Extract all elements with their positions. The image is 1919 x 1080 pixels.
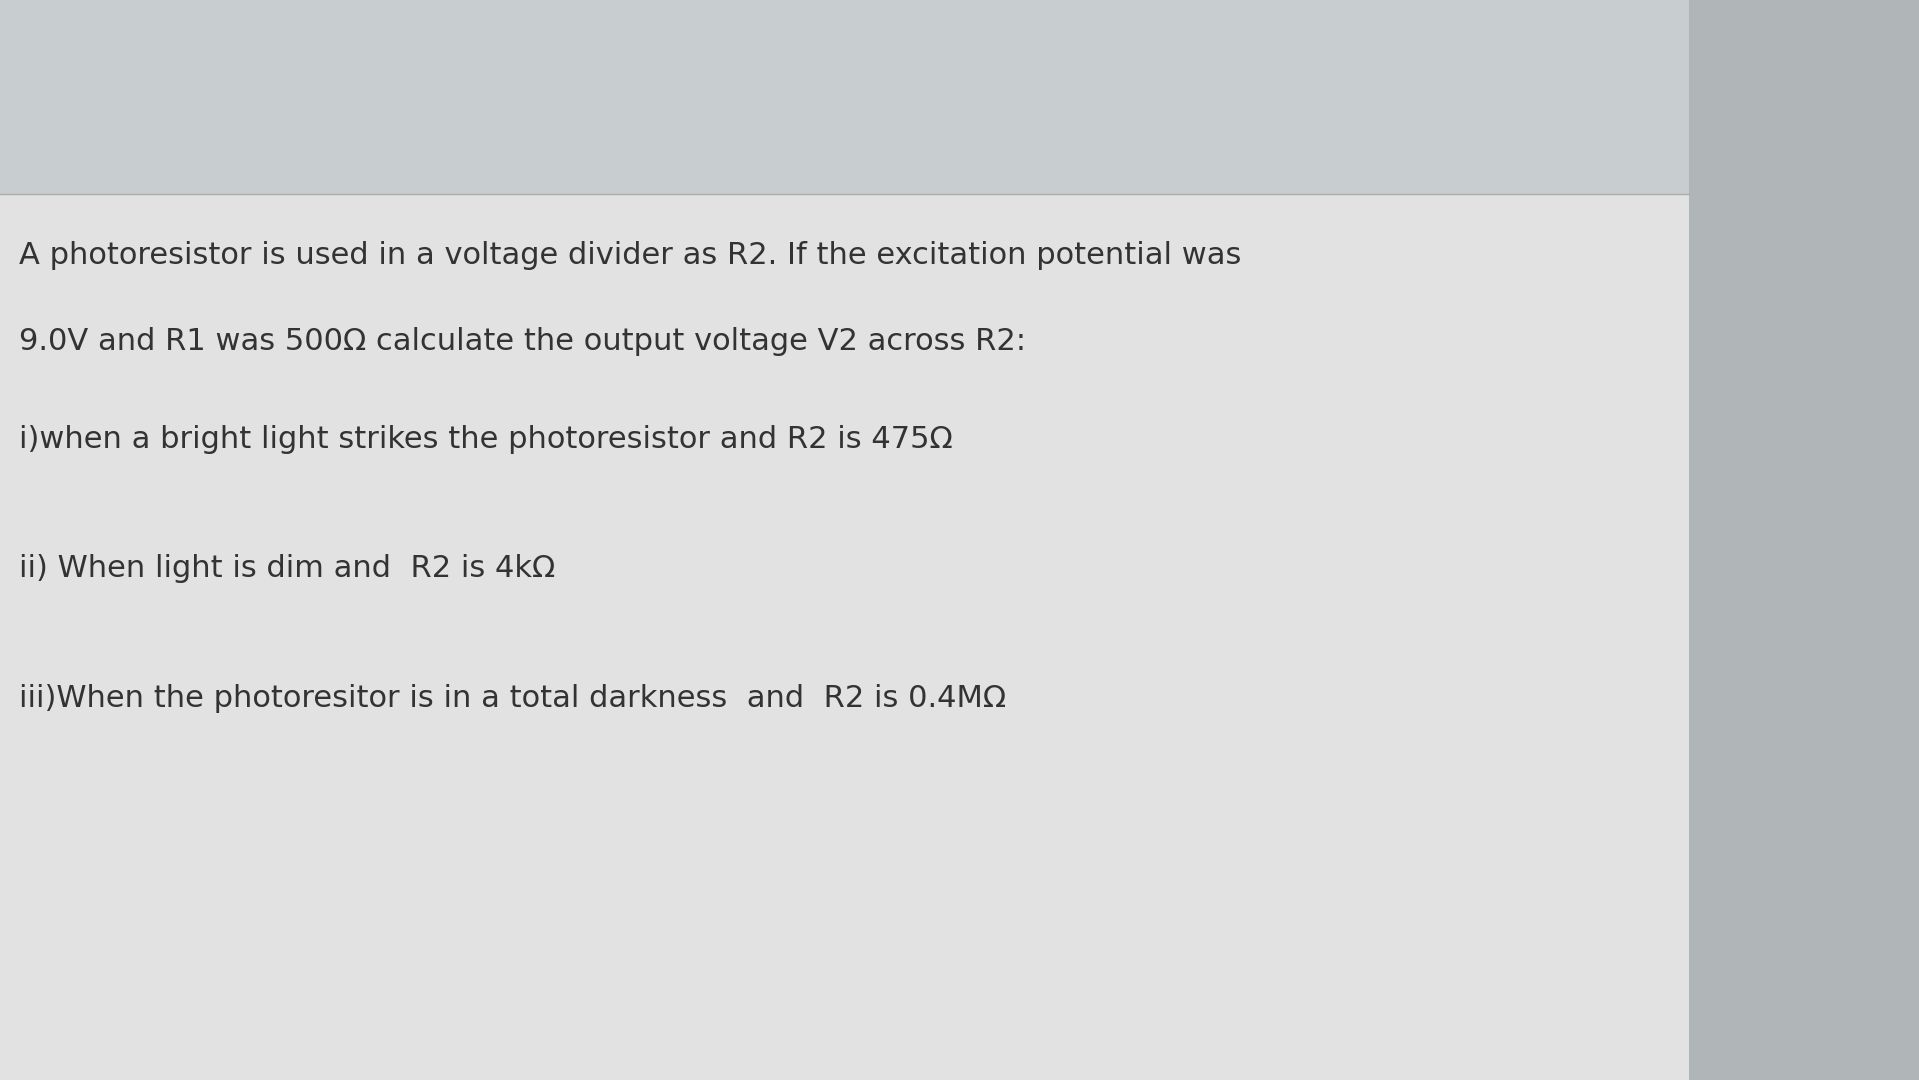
Bar: [1689, 0, 1919, 1080]
Text: i)when a bright light strikes the photoresistor and R2 is 475Ω: i)when a bright light strikes the photor…: [19, 424, 954, 454]
Text: iii)When the photoresitor is in a total darkness  and  R2 is 0.4MΩ: iii)When the photoresitor is in a total …: [19, 684, 1006, 713]
Text: 9.0V and R1 was 500Ω calculate the output voltage V2 across R2:: 9.0V and R1 was 500Ω calculate the outpu…: [19, 327, 1027, 356]
Text: ii) When light is dim and  R2 is 4kΩ: ii) When light is dim and R2 is 4kΩ: [19, 554, 555, 583]
Bar: [0, 0, 1919, 194]
Text: A photoresistor is used in a voltage divider as R2. If the excitation potential : A photoresistor is used in a voltage div…: [19, 241, 1242, 270]
